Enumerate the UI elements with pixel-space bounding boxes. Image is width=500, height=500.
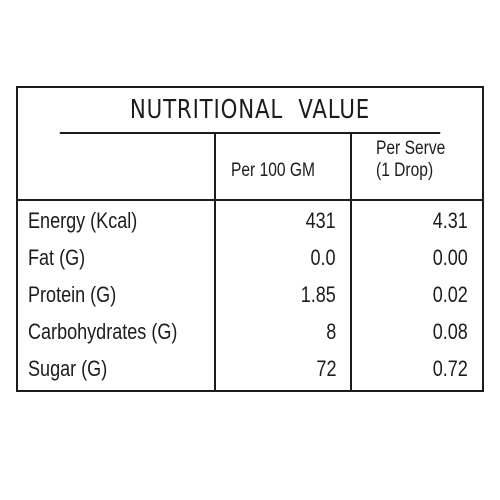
column-header-per-serve: Per Serve (1 Drop) — [376, 138, 445, 182]
per-100-value: 72 — [315, 356, 336, 381]
per-serve-value: 0.08 — [432, 319, 468, 344]
column-divider-2 — [350, 134, 352, 390]
column-header-per-100: Per 100 GM — [231, 160, 315, 181]
row-label: Carbohydrates (G) — [28, 319, 178, 344]
per-serve-value: 0.72 — [432, 356, 468, 381]
table-row: Carbohydrates (G) 8 0.08 — [18, 313, 482, 350]
per-100-value: 0.0 — [310, 245, 336, 270]
per-serve-value: 0.02 — [432, 282, 468, 307]
header-divider — [18, 199, 482, 201]
table-row: Energy (Kcal) 431 4.31 — [18, 202, 482, 239]
per-serve-value: 4.31 — [432, 208, 468, 233]
table-row: Sugar (G) 72 0.72 — [18, 350, 482, 387]
per-100-value: 431 — [305, 208, 336, 233]
row-label: Protein (G) — [28, 282, 117, 307]
nutrition-table: NUTRITIONAL VALUE Per 100 GM Per Serve (… — [16, 86, 484, 392]
row-label: Energy (Kcal) — [28, 208, 138, 233]
table-row: Fat (G) 0.0 0.00 — [18, 239, 482, 276]
table-row: Protein (G) 1.85 0.02 — [18, 276, 482, 313]
table-title: NUTRITIONAL VALUE — [59, 88, 441, 134]
column-header-per-serve-line1: Per Serve — [376, 138, 446, 159]
column-header-per-serve-line2: (1 Drop) — [376, 160, 434, 181]
per-100-value: 8 — [325, 319, 336, 344]
row-label: Fat (G) — [28, 245, 86, 270]
per-serve-value: 0.00 — [432, 245, 468, 270]
column-divider-1 — [214, 134, 216, 390]
per-100-value: 1.85 — [300, 282, 336, 307]
row-label: Sugar (G) — [28, 356, 108, 381]
